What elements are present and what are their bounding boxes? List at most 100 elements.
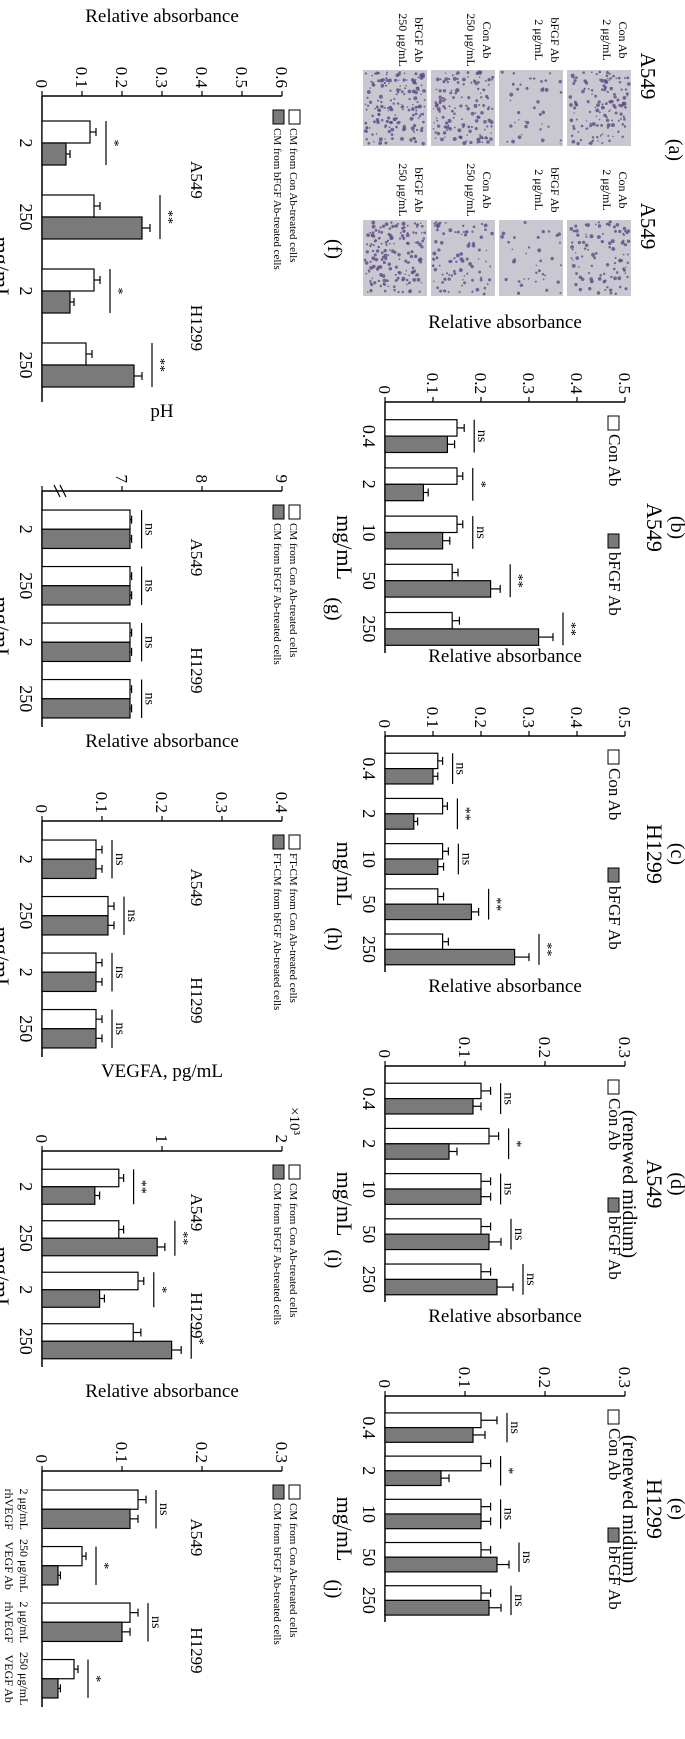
migrated-cell bbox=[421, 239, 425, 243]
migrated-cell bbox=[604, 87, 607, 89]
migrated-cell bbox=[614, 292, 618, 296]
migrated-cell bbox=[569, 118, 574, 123]
micrograph-treatment-label: bFGF Ab bbox=[412, 167, 426, 212]
migrated-cell bbox=[604, 80, 609, 85]
category-label: 2 bbox=[16, 638, 36, 647]
migrated-cell bbox=[371, 249, 375, 253]
bar bbox=[41, 1168, 120, 1188]
migrated-cell bbox=[575, 118, 578, 121]
migrated-cell bbox=[572, 124, 575, 128]
migrated-cell bbox=[590, 89, 594, 92]
bar bbox=[41, 565, 131, 587]
migrated-cell bbox=[491, 107, 494, 110]
migrated-cell bbox=[597, 100, 601, 104]
migrated-cell bbox=[514, 121, 516, 124]
migrated-cell bbox=[398, 237, 402, 240]
migrated-cell bbox=[398, 71, 401, 74]
legend-swatch bbox=[288, 1484, 301, 1500]
migrated-cell bbox=[585, 223, 590, 228]
migrated-cell bbox=[368, 100, 373, 104]
migrated-cell bbox=[486, 107, 490, 111]
migrated-cell bbox=[540, 138, 545, 143]
migrated-cell bbox=[588, 142, 591, 145]
migrated-cell bbox=[589, 141, 593, 146]
migrated-cell bbox=[488, 105, 490, 108]
migrated-cell bbox=[465, 230, 469, 234]
migrated-cell bbox=[433, 107, 435, 110]
chart-panel-g: (g) 7 8 9 pH CM from Con Ab-treated cells CM f… bbox=[0, 401, 345, 727]
migrated-cell bbox=[389, 89, 392, 92]
category-label: 2 bbox=[16, 525, 36, 534]
migrated-cell bbox=[585, 235, 588, 238]
migrated-cell bbox=[509, 92, 514, 97]
migrated-cell bbox=[420, 281, 423, 284]
migrated-cell bbox=[589, 124, 593, 128]
migrated-cell bbox=[408, 281, 411, 284]
chart-panel-d: (d)A549(renewed midium) 0 0.1 0.2 0.3 Relativ… bbox=[332, 976, 685, 1302]
chart-panel-e: (e)H1299(renewed midium) 0 0.1 0.2 0.3 Relati… bbox=[332, 1306, 685, 1622]
migrated-cell bbox=[599, 78, 602, 82]
bar bbox=[384, 1127, 490, 1145]
group-label: A549 bbox=[187, 1519, 206, 1557]
migrated-cell bbox=[405, 278, 409, 282]
migrated-cell bbox=[593, 256, 597, 260]
migrated-cell bbox=[365, 108, 368, 111]
significance-label: ns bbox=[501, 1092, 516, 1104]
legend-swatch bbox=[272, 504, 285, 520]
y-tick-label: 0.4 bbox=[567, 707, 586, 729]
migrated-cell bbox=[420, 224, 424, 228]
migrated-cell bbox=[482, 88, 486, 92]
legend-swatch bbox=[272, 1164, 285, 1180]
micrograph-treatment-label: Con Ab bbox=[480, 171, 494, 208]
migrated-cell bbox=[453, 269, 456, 273]
migrated-cell bbox=[451, 109, 454, 113]
migrated-cell bbox=[437, 248, 441, 252]
migrated-cell bbox=[400, 106, 403, 109]
y-exponent: ×10³ bbox=[286, 1107, 302, 1135]
migrated-cell bbox=[378, 137, 383, 142]
migrated-cell bbox=[369, 87, 372, 89]
bar bbox=[41, 528, 131, 550]
migrated-cell bbox=[517, 280, 521, 283]
bar bbox=[384, 1585, 482, 1602]
migrated-cell bbox=[478, 270, 482, 274]
bar bbox=[384, 628, 540, 646]
significance-label: ** bbox=[175, 1231, 190, 1245]
migrated-cell bbox=[592, 139, 595, 142]
migrated-cell bbox=[519, 283, 524, 288]
migrated-cell bbox=[513, 236, 516, 239]
migrated-cell bbox=[440, 137, 444, 142]
migrated-cell bbox=[369, 280, 372, 283]
group-label: A549 bbox=[187, 869, 206, 907]
migrated-cell bbox=[420, 84, 423, 87]
bar bbox=[384, 797, 444, 815]
migrated-cell bbox=[570, 257, 573, 260]
migrated-cell bbox=[461, 224, 465, 228]
legend-swatch bbox=[607, 415, 620, 431]
migrated-cell bbox=[459, 257, 464, 262]
migrated-cell bbox=[398, 120, 401, 124]
y-tick-label: 0.1 bbox=[455, 1037, 474, 1058]
migrated-cell bbox=[385, 79, 389, 83]
migrated-cell bbox=[435, 103, 439, 107]
migrated-cell bbox=[532, 77, 536, 80]
migrated-cell bbox=[504, 277, 508, 282]
migrated-cell bbox=[371, 231, 375, 234]
legend-swatch bbox=[607, 867, 620, 883]
migrated-cell bbox=[571, 248, 574, 251]
migrated-cell bbox=[406, 241, 410, 246]
migrated-cell bbox=[609, 288, 613, 292]
migrated-cell bbox=[491, 75, 495, 79]
migrated-cell bbox=[384, 240, 388, 244]
bar bbox=[384, 768, 434, 785]
bar bbox=[41, 194, 95, 218]
migrated-cell bbox=[402, 108, 404, 111]
migrated-cell bbox=[364, 103, 367, 106]
migrated-cell bbox=[376, 105, 379, 108]
category-label: 2 μg/mL bbox=[17, 1602, 31, 1643]
migrated-cell bbox=[591, 93, 593, 96]
migrated-cell bbox=[490, 132, 492, 134]
category-label: 0.4 bbox=[359, 425, 379, 448]
migrated-cell bbox=[623, 243, 628, 247]
bar bbox=[384, 1498, 482, 1515]
